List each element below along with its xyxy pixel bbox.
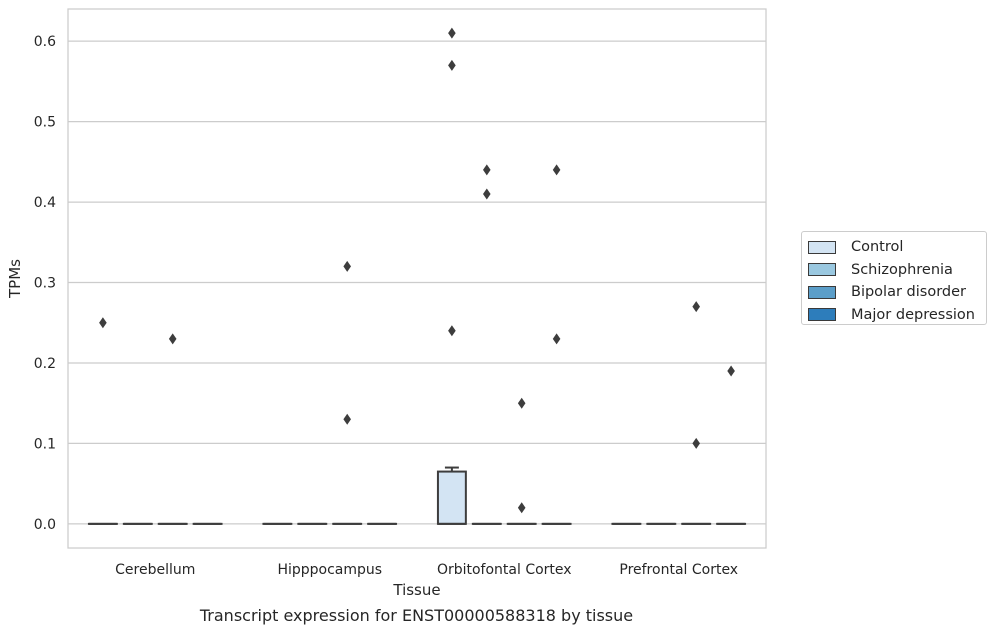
outlier-point [448, 27, 456, 39]
chart-caption: Transcript expression for ENST0000058831… [199, 606, 634, 625]
legend-label: Major depression [851, 306, 975, 323]
legend-swatch [808, 263, 836, 277]
box-body [436, 470, 467, 525]
x-tick-label: Orbitofontal Cortex [437, 562, 572, 578]
outlier-point [168, 333, 177, 345]
legend-label: Bipolar disorder [851, 284, 966, 301]
gridlines [68, 40, 766, 525]
y-tick-labels: 0.0 0.1 0.2 0.3 0.4 0.5 0.6 [34, 34, 56, 533]
outliers [99, 27, 735, 514]
outlier-point [343, 260, 351, 272]
boxes [87, 466, 747, 525]
y-axis-label: TPMs [6, 259, 24, 299]
x-tick-labels: Cerebellum Hipppocampus Orbitofontal Corte… [115, 562, 738, 578]
y-tick-label: 0.0 [34, 517, 56, 533]
x-tick-label: Cerebellum [115, 562, 195, 578]
outlier-point [448, 325, 456, 337]
plot-frame [67, 8, 767, 549]
outlier-point [343, 413, 351, 425]
x-tick-label: Prefrontal Cortex [619, 562, 738, 578]
outlier-point [483, 164, 491, 176]
legend-label: Schizophrenia [851, 261, 953, 278]
box [436, 466, 467, 525]
legend-item: Schizophrenia [808, 259, 986, 282]
y-tick-label: 0.5 [34, 115, 56, 131]
outlier-point [692, 301, 700, 313]
legend-label: Control [851, 239, 904, 256]
legend-swatch [808, 308, 836, 322]
outlier-point [517, 397, 526, 409]
x-tick-label: Hipppocampus [277, 562, 382, 578]
outlier-point [483, 188, 491, 200]
outlier-point [517, 502, 526, 514]
y-tick-label: 0.1 [34, 436, 56, 452]
legend-swatch [808, 285, 836, 299]
outlier-point [99, 317, 107, 329]
x-axis-label: Tissue [392, 581, 440, 599]
y-tick-label: 0.3 [34, 276, 56, 292]
y-tick-label: 0.6 [34, 34, 56, 50]
y-tick-label: 0.4 [34, 195, 56, 211]
legend-item: Major depression [808, 304, 986, 327]
legend: Control Schizophrenia Bipolar disorder Majo… [801, 231, 987, 325]
outlier-point [692, 437, 700, 449]
outlier-point [448, 59, 456, 71]
legend-swatch [808, 240, 836, 254]
legend-item: Control [808, 236, 986, 259]
y-tick-label: 0.2 [34, 356, 56, 372]
outlier-point [727, 365, 735, 377]
outlier-point [552, 164, 561, 176]
legend-item: Bipolar disorder [808, 281, 986, 304]
outlier-point [552, 333, 561, 345]
